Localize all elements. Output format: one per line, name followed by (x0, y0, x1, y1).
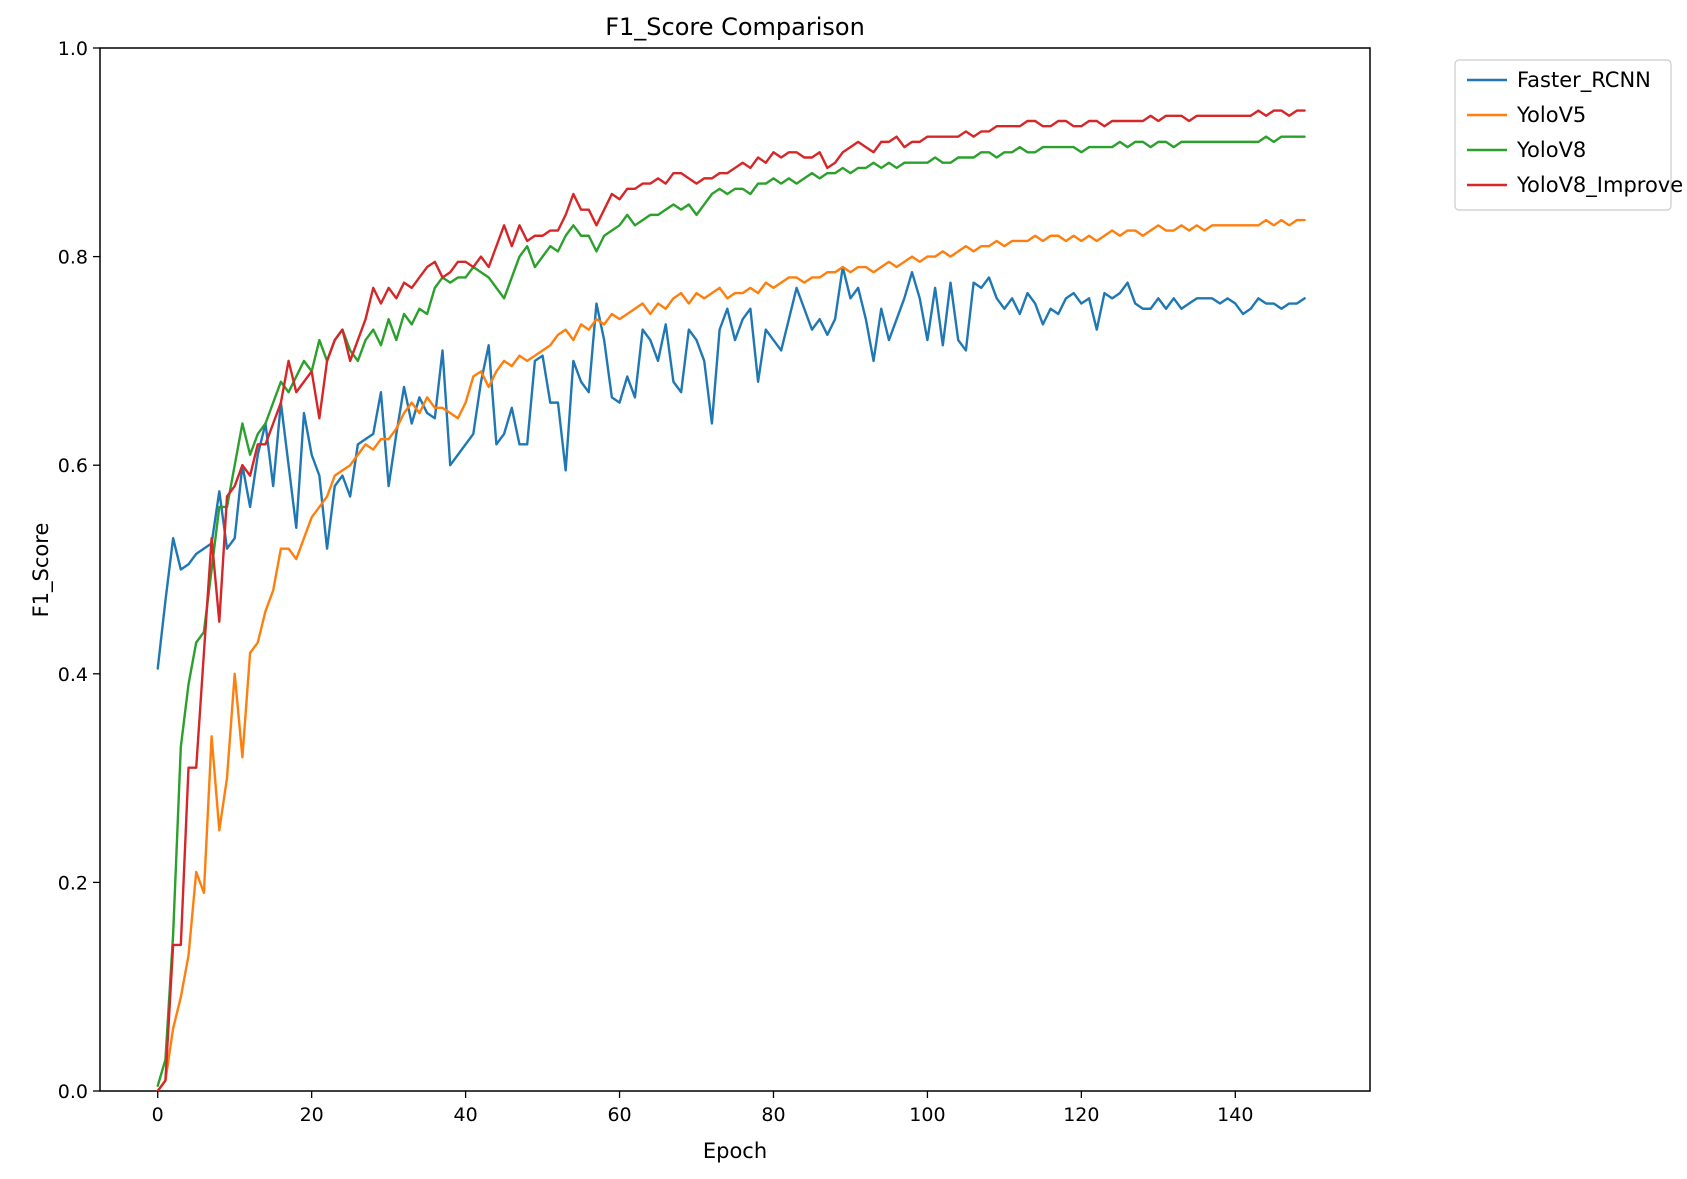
legend: Faster_RCNN YoloV5 YoloV8 YoloV8_Improve (1454, 59, 1683, 211)
x-tick-label: 0 (152, 1104, 164, 1126)
series-group (156, 109, 1306, 1093)
plot-area (99, 47, 1371, 1093)
x-tick-label: 40 (454, 1104, 478, 1126)
series-line-yolov8 (156, 135, 1306, 1087)
legend-label: Faster_RCNN (1517, 68, 1651, 93)
y-tick-label: 0.6 (58, 455, 88, 477)
x-tick-label: 20 (300, 1104, 324, 1126)
chart-title: F1_Score Comparison (605, 13, 865, 41)
legend-label: YoloV5 (1516, 103, 1586, 127)
legend-label: YoloV8_Improve (1516, 173, 1683, 198)
x-tick-label: 100 (909, 1104, 945, 1126)
x-tick-label: 120 (1063, 1104, 1099, 1126)
y-tick-label: 0.2 (58, 872, 88, 894)
y-ticks: 0.0 0.2 0.4 0.6 0.8 1.0 (58, 38, 100, 1103)
series-line-faster-rcnn (156, 265, 1306, 670)
y-axis-title: F1_Score (29, 523, 54, 618)
series-line-yolov8-improve (156, 109, 1306, 1093)
y-tick-label: 0.4 (58, 664, 88, 686)
x-tick-label: 60 (607, 1104, 631, 1126)
y-tick-label: 0.8 (58, 247, 88, 269)
legend-label: YoloV8 (1516, 138, 1586, 162)
legend-frame (1454, 59, 1672, 211)
x-tick-label: 80 (761, 1104, 785, 1126)
x-axis-title: Epoch (703, 1139, 767, 1163)
series-line-yolov5 (156, 218, 1306, 1093)
x-ticks: 0 20 40 60 80 100 120 140 (152, 1091, 1253, 1126)
y-tick-label: 1.0 (58, 38, 88, 60)
plot-frame (99, 47, 1371, 1092)
legend-items: Faster_RCNN YoloV5 YoloV8 YoloV8_Improve (1467, 68, 1683, 198)
x-tick-label: 140 (1217, 1104, 1253, 1126)
y-tick-label: 0.0 (58, 1081, 88, 1103)
